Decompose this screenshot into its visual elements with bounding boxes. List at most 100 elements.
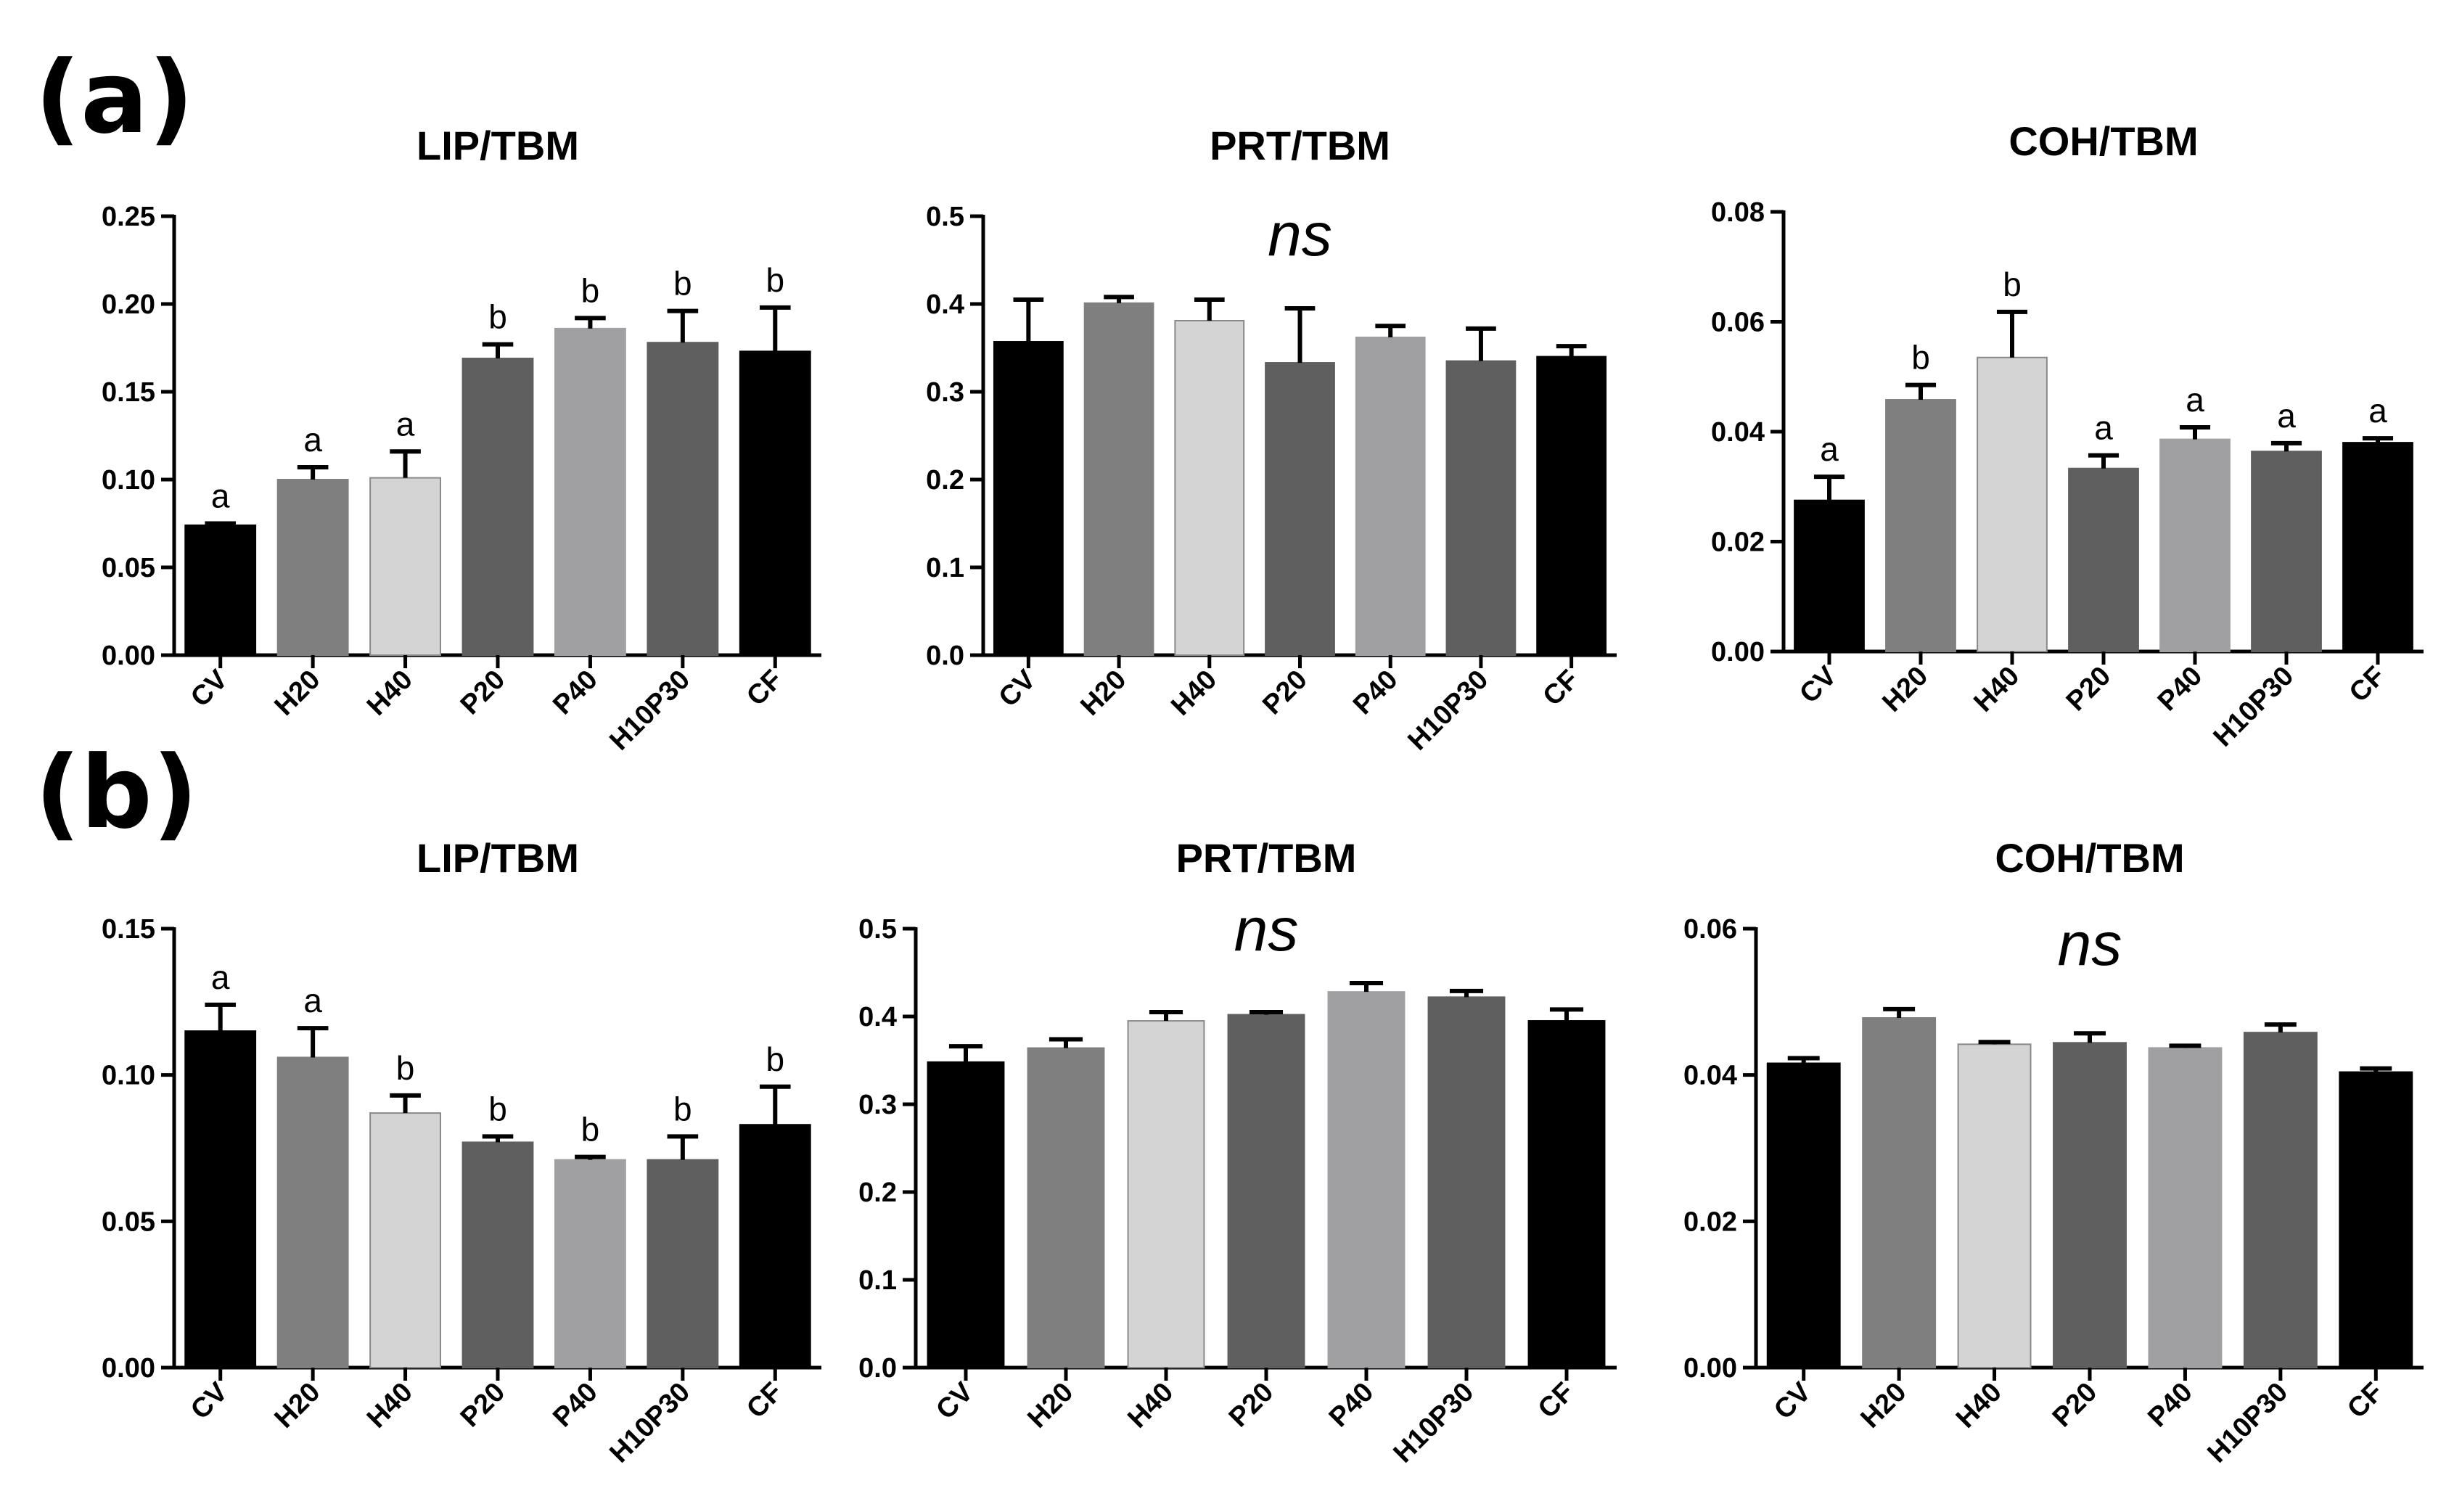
bar-P40 <box>554 1159 626 1368</box>
y-tick-label: 0.1 <box>858 1265 897 1296</box>
x-tick-label: P40 <box>1347 665 1404 721</box>
x-tick-label: H10P30 <box>2208 661 2300 753</box>
significance-label: a <box>2186 381 2204 419</box>
x-tick-label: P40 <box>2152 661 2209 718</box>
y-tick-label: 0.2 <box>926 465 964 496</box>
bar-CV <box>184 524 257 656</box>
significance-label: b <box>396 1049 415 1087</box>
x-tick-label: P20 <box>455 1377 512 1434</box>
bar-P20 <box>2053 1042 2127 1369</box>
bar-CV <box>927 1061 1005 1369</box>
x-tick-label: H40 <box>1165 665 1223 722</box>
x-tick-label: H40 <box>1122 1377 1179 1434</box>
bar-H10P30 <box>2251 451 2322 653</box>
chart-title: COH/TBM <box>1995 835 2184 881</box>
chart-2: PRT/TBM ns 0.0 0.1 0.2 0.3 0.4 0.5 CV H20 H40 P20 P4… <box>926 123 1617 756</box>
bar-H40 <box>1977 356 2048 652</box>
bar-H10P30 <box>2243 1032 2318 1369</box>
chart-5: PRT/TBM ns 0.0 0.1 0.2 0.3 0.4 0.5 CV H20 H40 P20 P4… <box>858 835 1617 1468</box>
significance-label: a <box>303 982 322 1019</box>
y-tick-label: 0.10 <box>102 465 155 496</box>
significance-label: b <box>488 1090 507 1127</box>
bar-H20 <box>276 1056 349 1368</box>
significance-label: b <box>581 1111 600 1149</box>
y-tick-label: 0.02 <box>1711 527 1765 558</box>
x-tick-label: H40 <box>1968 661 2025 718</box>
bar-H20 <box>1027 1047 1105 1369</box>
significance-label: b <box>581 271 600 309</box>
significance-label: a <box>396 405 415 443</box>
bar-H10P30 <box>647 1159 719 1368</box>
x-tick-label: H40 <box>361 665 419 722</box>
bar-CF <box>2339 1071 2413 1368</box>
x-tick-label: H20 <box>269 665 327 722</box>
bar-H40 <box>1127 1020 1205 1369</box>
y-tick-label: 0.04 <box>1711 417 1765 448</box>
bar-CV <box>184 1030 257 1368</box>
bar-CF <box>1536 356 1607 656</box>
x-tick-label: CV <box>930 1376 979 1425</box>
x-tick-label: CV <box>185 1376 234 1425</box>
bar-H10P30 <box>1445 360 1517 656</box>
y-tick-label: 0.06 <box>1711 308 1765 338</box>
x-tick-label: H20 <box>269 1377 327 1434</box>
bar-CF <box>739 1124 811 1368</box>
significance-label: b <box>766 261 784 299</box>
y-tick-label: 0.00 <box>102 641 155 671</box>
x-tick-label: CF <box>1532 1377 1580 1425</box>
y-tick-label: 0.20 <box>102 289 155 320</box>
significance-label: a <box>211 477 230 515</box>
chart-title: PRT/TBM <box>1176 835 1357 881</box>
significance-label: a <box>1820 430 1839 468</box>
bar-P40 <box>1327 991 1406 1368</box>
significance-label: b <box>488 298 507 336</box>
bar-CF <box>2342 442 2413 653</box>
x-tick-label: CV <box>1768 1376 1817 1425</box>
bar-H40 <box>369 477 441 657</box>
x-tick-label: CF <box>741 665 789 712</box>
bar-P20 <box>2068 467 2139 652</box>
bar-H20 <box>1083 302 1154 656</box>
charts-area: LIP/TBM 0.00 0.05 0.10 0.15 0.20 0.25 a CV a H20 a H… <box>102 118 2424 1468</box>
ns-annotation: ns <box>1268 200 1332 268</box>
x-tick-label: H40 <box>1950 1377 2008 1434</box>
chart-title: LIP/TBM <box>417 123 579 168</box>
x-tick-label: P20 <box>455 665 512 721</box>
y-tick-label: 0.3 <box>858 1090 897 1120</box>
ns-annotation: ns <box>1234 895 1299 964</box>
bar-CV <box>1766 1062 1841 1368</box>
significance-label: a <box>303 421 322 459</box>
x-tick-label: P40 <box>547 1377 604 1434</box>
significance-label: b <box>673 1090 692 1127</box>
x-tick-label: P40 <box>2142 1377 2199 1434</box>
x-tick-label: P40 <box>547 665 604 721</box>
x-tick-label: H10P30 <box>604 1377 696 1469</box>
y-tick-label: 0.3 <box>926 377 964 408</box>
x-tick-label: H20 <box>1022 1377 1079 1434</box>
bar-H20 <box>1862 1017 1937 1369</box>
bar-CF <box>739 350 811 656</box>
bar-P40 <box>2148 1047 2223 1368</box>
y-tick-label: 0.00 <box>102 1353 155 1384</box>
x-tick-label: H10P30 <box>2202 1377 2294 1469</box>
y-tick-label: 0.00 <box>1711 637 1765 667</box>
panel-label-b: (b) <box>35 734 198 851</box>
x-tick-label: H10P30 <box>604 665 696 757</box>
bar-H40 <box>1174 319 1245 656</box>
significance-label: a <box>2277 397 2296 435</box>
bar-P40 <box>2159 438 2231 652</box>
y-tick-label: 0.5 <box>926 202 964 232</box>
significance-label: b <box>1911 339 1930 377</box>
x-tick-label: CF <box>1537 665 1585 712</box>
x-tick-label: CF <box>2344 661 2392 709</box>
bar-H40 <box>369 1112 441 1368</box>
bar-P20 <box>1265 362 1335 656</box>
panel-label-a: (a) <box>35 39 194 156</box>
x-tick-label: P40 <box>1324 1377 1380 1434</box>
bar-P20 <box>1227 1014 1305 1368</box>
y-tick-label: 0.06 <box>1683 914 1737 945</box>
significance-label: a <box>2094 409 2113 447</box>
bar-CV <box>1794 499 1865 652</box>
x-tick-label: H40 <box>361 1377 419 1434</box>
